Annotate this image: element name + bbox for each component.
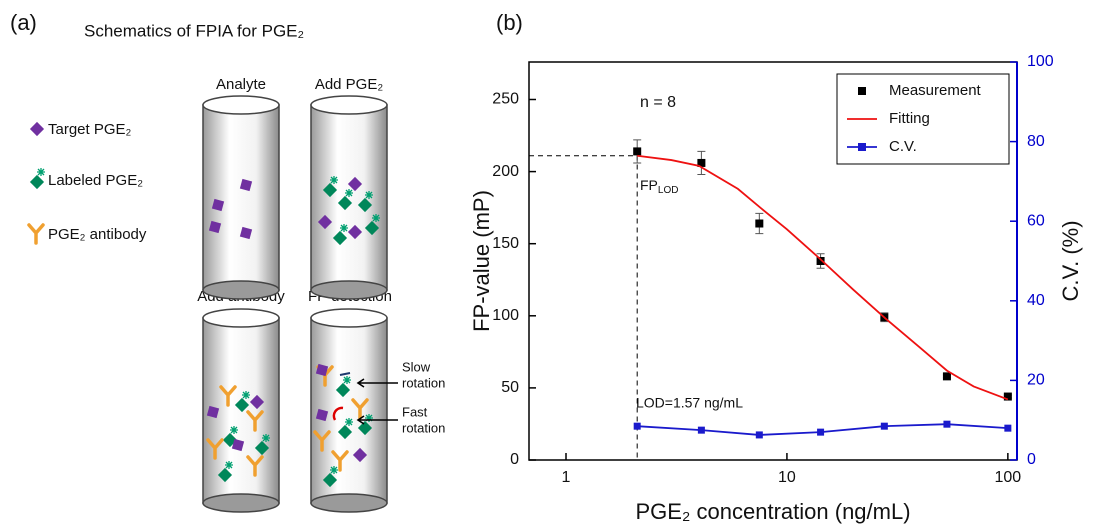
marker <box>817 428 825 436</box>
marker <box>816 257 825 265</box>
legend-label: PGE₂ antibody <box>48 226 147 243</box>
y2-tick-label: 60 <box>1027 212 1045 229</box>
marker <box>943 420 951 428</box>
y-tick-label: 200 <box>492 163 519 180</box>
y-axis-label: FP-value (mP) <box>469 190 494 332</box>
marker <box>1004 424 1012 432</box>
annotation: FPLOD <box>640 177 678 196</box>
marker <box>697 426 705 434</box>
legend-label: Target PGE₂ <box>48 121 132 138</box>
y2-tick-label: 0 <box>1027 451 1036 468</box>
y2-tick-label: 40 <box>1027 292 1045 309</box>
annotation: n = 8 <box>640 94 676 111</box>
marker <box>697 158 706 167</box>
x-axis-label: PGE₂ concentration (ng/mL) <box>635 499 910 524</box>
annotation: LOD=1.57 ng/mL <box>636 395 743 411</box>
x-tick-label: 1 <box>562 469 571 486</box>
arrow-label: Slow <box>402 359 431 374</box>
tube-label: Add PGE₂ <box>315 76 384 93</box>
arrow-label: Fast <box>402 404 428 419</box>
legend-label: Fitting <box>889 110 930 127</box>
panel-title: Schematics of FPIA for PGE₂ <box>84 21 304 40</box>
x-tick-label: 10 <box>778 469 796 486</box>
y-tick-label: 150 <box>492 235 519 252</box>
marker <box>942 372 951 381</box>
y2-tick-label: 100 <box>1027 53 1054 70</box>
y-tick-label: 250 <box>492 91 519 108</box>
legend-marker <box>858 143 866 151</box>
y-tick-label: 0 <box>510 451 519 468</box>
legend-label: C.V. <box>889 138 917 155</box>
panel-a: (a) Schematics of FPIA for PGE₂ Target P… <box>10 10 445 513</box>
tube-label: Analyte <box>216 76 266 93</box>
arrow-label: rotation <box>402 375 445 390</box>
panel-label: (b) <box>496 10 523 35</box>
lod-guide <box>529 155 638 460</box>
line <box>637 154 1009 401</box>
marker <box>633 147 642 156</box>
panel-b: (b) n = 8 FPLOD LOD=1.57 ng/mL 1 10 100 0 50… <box>469 10 1083 524</box>
y2-tick-label: 80 <box>1027 133 1045 150</box>
legend-label: Labeled PGE₂ <box>48 172 143 189</box>
y2-tick-label: 20 <box>1027 372 1045 389</box>
panel-label: (a) <box>10 10 37 35</box>
y2-axis-label: C.V. (%) <box>1058 220 1083 301</box>
y-tick-label: 100 <box>492 307 519 324</box>
marker <box>755 219 764 228</box>
legend-marker <box>858 87 866 95</box>
marker <box>755 431 763 439</box>
marker <box>1003 392 1012 401</box>
marker <box>880 422 888 430</box>
y-tick-label: 50 <box>501 379 519 396</box>
legend-label: Measurement <box>889 82 982 99</box>
arrow-label: rotation <box>402 420 445 435</box>
x-tick-label: 100 <box>995 469 1022 486</box>
marker <box>633 422 641 430</box>
